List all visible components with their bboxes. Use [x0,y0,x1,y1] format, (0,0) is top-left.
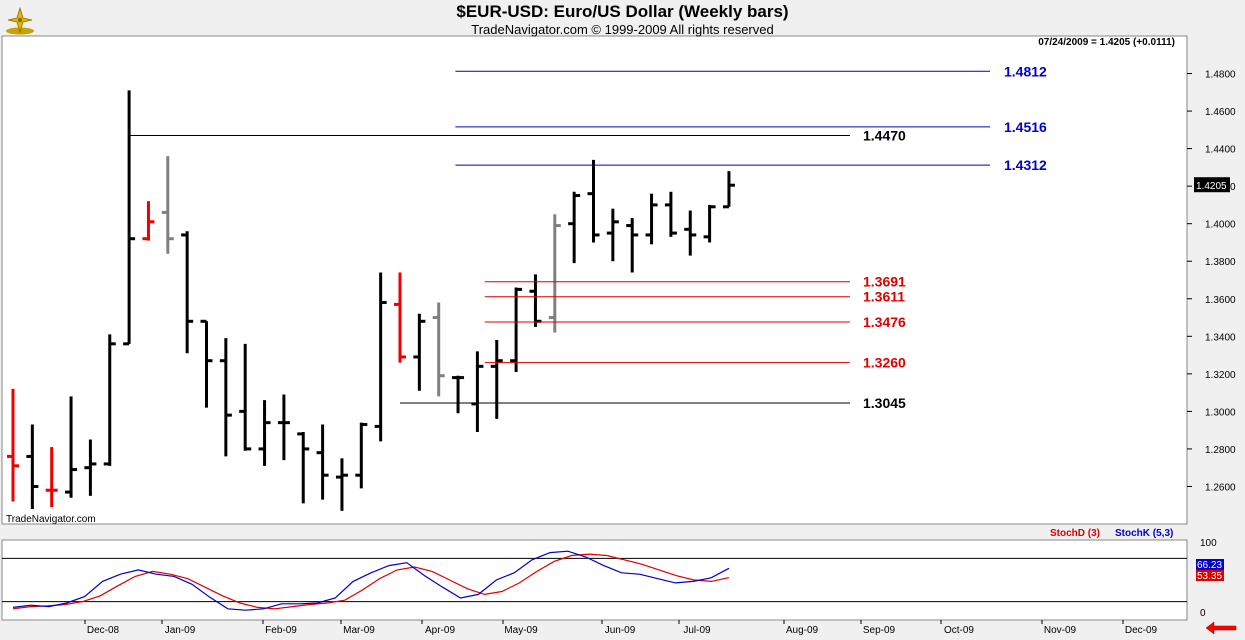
ohlc-bar [568,191,581,264]
stochk-last-label: 66.23 [1197,560,1222,571]
ohlc-bar [471,351,484,433]
price-panel [1,35,1188,525]
red-left-arrow-icon[interactable] [1205,621,1237,635]
ohlc-bar [664,191,677,237]
x-tick-label: Mar-09 [343,625,375,636]
price-y-tick-label: 1.3600 [1205,295,1236,306]
x-tick-label: Dec-08 [87,625,120,636]
chart-subtitle: TradeNavigator.com © 1999-2009 All right… [471,22,774,37]
ohlc-bar [161,156,174,254]
level-label-1.3476: 1.3476 [863,314,906,330]
level-label-1.3045: 1.3045 [863,395,906,411]
last-price-tag [1194,177,1230,193]
ohlc-bar [219,338,232,457]
ohlc-bar [490,340,503,419]
ohlc-bar [142,201,155,241]
ohlc-bar [606,208,619,262]
x-tick-label: Dec-09 [1125,625,1158,636]
last-price-tag-label: 1.4205 [1196,181,1227,192]
ohlc-bar [413,313,426,391]
ohlc-bar [26,424,39,509]
price-y-axis: 1.2600 1.2800 1.3000 1.3200 1.3400 1.3600 1.38… [1187,70,1236,493]
legend-stochd: StochD (3) [1050,528,1100,539]
price-y-tick-label: 1.2800 [1205,445,1236,456]
ohlc-bar [432,302,445,397]
ohlc-bar [452,375,465,414]
ohlc-bar [548,214,561,333]
ohlc-bar [239,343,252,451]
x-axis: Dec-08 Jan-09 Feb-09 Mar-09 Apr-09 May-09 Jun-… [84,620,1158,636]
price-y-tick-label: 1.3400 [1205,332,1236,343]
x-tick-label: May-09 [504,625,538,636]
x-tick-label: Apr-09 [425,625,455,636]
ohlc-bar [200,319,213,408]
ohlc-bar [374,272,387,442]
ohlc-bar [335,458,348,511]
level-label-1.4516: 1.4516 [1004,119,1047,135]
ohlc-bar [103,334,116,466]
level-label-1.4312: 1.4312 [1004,157,1047,173]
price-y-tick-label: 1.3800 [1205,257,1236,268]
stoch-lines [2,550,1187,611]
price-y-tick-label: 1.3200 [1205,370,1236,381]
watermark: TradeNavigator.com [6,514,96,525]
x-tick-label: Nov-09 [1044,625,1077,636]
x-tick-label: Jan-09 [165,625,196,636]
ohlc-bar [316,424,329,500]
stoch-y-tick-label: 100 [1200,538,1217,549]
stoch-series-k [12,550,730,611]
ohlc-bar [258,400,271,466]
legend-stochk: StochK (5,3) [1115,528,1174,539]
price-y-tick-label: 1.2600 [1205,482,1236,493]
ohlc-bar [684,210,697,256]
ohlc-bar [722,171,735,209]
x-tick-label: Sep-09 [863,625,896,636]
ohlc-bar [626,218,639,273]
level-label-1.3260: 1.3260 [863,355,906,371]
ohlc-bar [529,274,542,327]
ohlc-bar [587,159,600,243]
level-label-1.4812: 1.4812 [1004,63,1047,79]
level-label-1.3611: 1.3611 [863,289,905,305]
ohlc-bar [277,394,290,461]
ohlc-bar [645,193,658,245]
ohlc-bar [123,90,136,346]
price-y-tick-label: 1.4600 [1205,107,1236,118]
ohlc-bar [181,231,194,354]
stochd-last-label: 53.35 [1197,571,1222,582]
stoch-y-tick-label: 0 [1200,608,1206,619]
x-tick-label: Feb-09 [265,625,297,636]
ohlc-bar [45,447,58,508]
price-y-tick-label: 1.4000 [1205,220,1236,231]
stoch-panel [1,539,1188,621]
stochd-last-tag [1196,570,1224,581]
ohlc-bar [703,204,716,243]
ohlc-bar [510,287,523,372]
x-tick-label: Oct-09 [944,625,974,636]
ohlc-bar [65,396,78,498]
x-tick-label: Jul-09 [683,625,711,636]
ohlc-bar [297,432,310,504]
x-tick-label: Jun-09 [605,625,636,636]
ohlc-bar [84,439,97,496]
ohlc-bar [7,388,19,502]
stoch-series-d [12,553,730,610]
ohlc-bar [394,272,406,363]
chart-title: $EUR-USD: Euro/US Dollar (Weekly bars) [456,2,789,21]
price-y-tick-label: 1.3000 [1205,407,1236,418]
stochk-last-tag [1196,559,1224,570]
ohlc-bar [355,422,368,489]
level-label-1.4470: 1.4470 [863,127,906,143]
trade-navigator-logo-icon[interactable] [4,4,36,36]
price-y-tick-label: 1.4400 [1205,145,1236,156]
price-y-tick-label: 1.4800 [1205,70,1236,81]
last-price-readout: 07/24/2009 = 1.4205 (+0.0111) [1038,37,1175,48]
level-label-1.3691: 1.3691 [863,274,906,290]
ohlc-bars [7,90,735,511]
x-tick-label: Aug-09 [786,625,819,636]
